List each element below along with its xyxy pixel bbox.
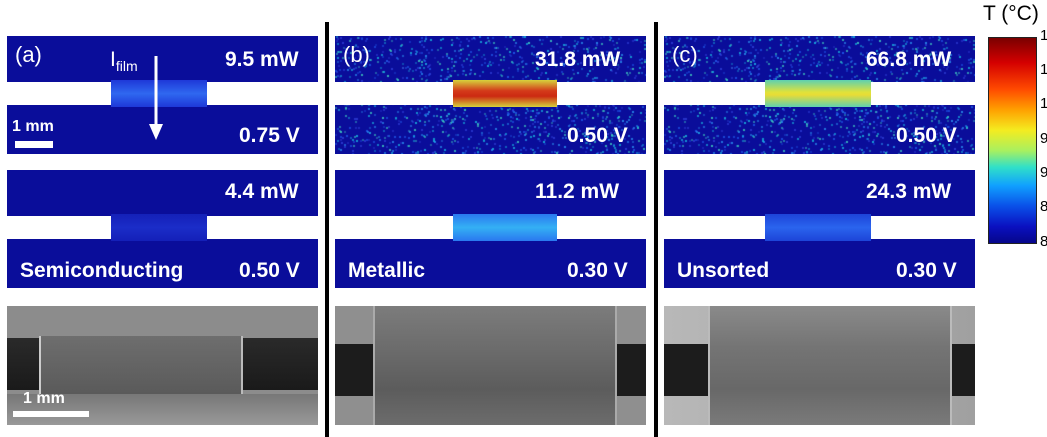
voltage-label: 0.30 V: [896, 259, 957, 282]
heated-film: [765, 80, 871, 107]
heated-film: [765, 214, 871, 241]
sem-film: [39, 336, 243, 394]
substrate-gap-right: [557, 216, 646, 239]
power-label: 66.8 mW: [866, 48, 952, 71]
voltage-label: 0.75 V: [239, 124, 300, 147]
power-label: 9.5 mW: [225, 48, 299, 71]
thermal-image-c-bottom: 24.3 mW Unsorted 0.30 V: [664, 170, 975, 288]
sem-image-c: [664, 306, 975, 425]
sem-film: [373, 306, 617, 425]
thermal-image-a-bottom: 4.4 mW Semiconducting 0.50 V: [7, 170, 318, 288]
material-label: Semiconducting: [20, 259, 184, 282]
heated-film: [111, 214, 207, 241]
colorbar-tick: 110: [1040, 27, 1047, 44]
colorbar-tick: 80: [1040, 233, 1047, 250]
heated-film: [453, 214, 557, 241]
substrate-gap-left: [7, 216, 111, 239]
material-label: Unsorted: [677, 259, 770, 282]
substrate-gap-right: [871, 82, 975, 105]
substrate-gap-left: [335, 216, 453, 239]
voltage-label: 0.30 V: [567, 259, 628, 282]
heated-film: [111, 80, 207, 107]
colorbar-tick: 90: [1040, 164, 1047, 181]
power-label: 4.4 mW: [225, 180, 299, 203]
material-label: Metallic: [348, 259, 426, 282]
divider-bc: [654, 22, 658, 437]
voltage-label: 0.50 V: [567, 124, 628, 147]
power-label: 24.3 mW: [866, 180, 952, 203]
substrate-gap-right: [557, 82, 646, 105]
substrate-gap-right: [207, 216, 318, 239]
colorbar: [988, 37, 1037, 244]
voltage-label: 0.50 V: [239, 259, 300, 282]
thermal-image-a-top: (a) Ifilm 9.5 mW 0.75 V 1 mm: [7, 36, 318, 154]
divider-ab: [325, 22, 329, 437]
scale-bar: [13, 411, 89, 417]
substrate-gap-left: [335, 82, 453, 105]
scale-bar-label: 1 mm: [12, 118, 54, 135]
scale-bar: [15, 141, 53, 148]
thermal-image-c-top: (c) 66.8 mW 0.50 V: [664, 36, 975, 154]
panel-label-b: (b): [343, 42, 370, 67]
sem-film: [708, 306, 952, 425]
voltage-label: 0.50 V: [896, 124, 957, 147]
current-label: Ifilm: [110, 48, 138, 75]
scale-bar-label: 1 mm: [23, 390, 65, 407]
thermal-image-b-top: (b) 31.8 mW 0.50 V: [335, 36, 646, 154]
power-label: 31.8 mW: [535, 48, 621, 71]
substrate-gap-left: [664, 82, 765, 105]
substrate-gap-right: [207, 82, 318, 105]
colorbar-title: T (°C): [983, 2, 1039, 25]
sem-image-a: 1 mm: [7, 306, 318, 425]
substrate-gap-right: [871, 216, 975, 239]
thermal-image-b-bottom: 11.2 mW Metallic 0.30 V: [335, 170, 646, 288]
substrate-gap-left: [7, 82, 111, 105]
sem-image-b: [335, 306, 646, 425]
colorbar-tick: 105: [1040, 61, 1047, 78]
colorbar-tick: 85: [1040, 198, 1047, 215]
heated-film: [453, 80, 557, 107]
sem-substrate-bottom: [7, 394, 318, 425]
colorbar-tick: 100: [1040, 95, 1047, 112]
substrate-gap-left: [664, 216, 765, 239]
colorbar-tick: 95: [1040, 130, 1047, 147]
panel-label-c: (c): [672, 42, 698, 67]
power-label: 11.2 mW: [535, 180, 620, 203]
panel-label-a: (a): [15, 42, 42, 67]
current-arrow-icon: [149, 56, 163, 140]
